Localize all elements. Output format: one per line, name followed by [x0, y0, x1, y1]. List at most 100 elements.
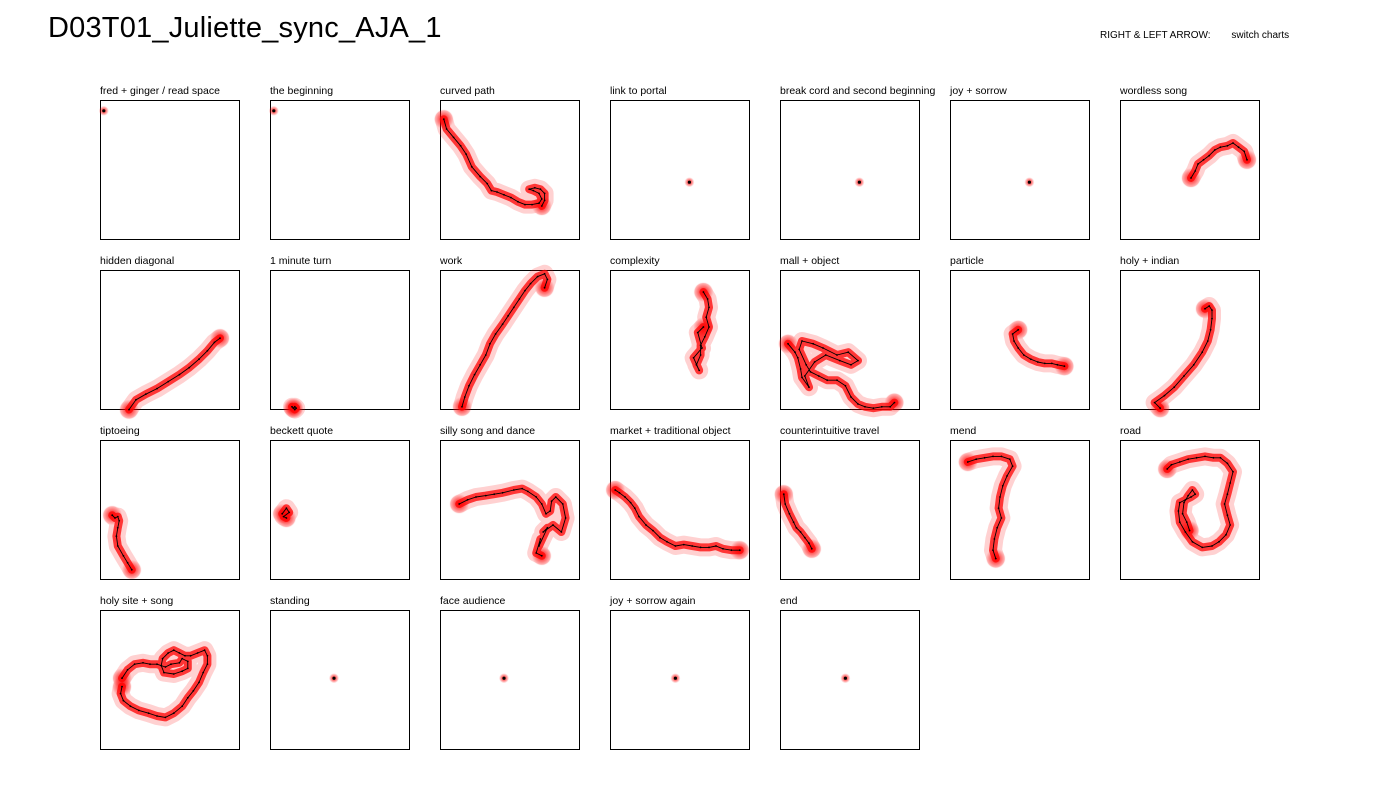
- trajectory-point: [1166, 468, 1169, 470]
- trajectory-point: [836, 379, 838, 382]
- trajectory-point: [824, 354, 827, 356]
- trajectory-point: [532, 189, 535, 192]
- trajectory-point: [992, 455, 994, 458]
- panel-title: joy + sorrow again: [610, 595, 696, 607]
- trajectory-point: [1043, 362, 1046, 365]
- trajectory-point: [543, 286, 546, 289]
- trajectory-point: [512, 306, 515, 309]
- trajectory-point: [715, 545, 717, 547]
- trajectory-point: [164, 716, 167, 719]
- trajectory-point: [1218, 540, 1220, 543]
- panel-title: joy + sorrow: [950, 85, 1007, 97]
- trajectory-point: [1013, 340, 1015, 342]
- trajectory-point: [1036, 361, 1039, 363]
- trajectory-point: [992, 549, 994, 552]
- trajectory-point: [196, 652, 199, 654]
- panel-title: mend: [950, 425, 977, 437]
- panel-frame: [1120, 270, 1260, 419]
- chart-panel: holy + indian: [1120, 254, 1280, 419]
- trajectory-point: [198, 358, 200, 361]
- trajectory-plot: [684, 177, 695, 188]
- chart-panel: market + traditional object: [605, 424, 770, 584]
- trajectory-point: [156, 715, 158, 717]
- trajectory-plot: [98, 105, 109, 116]
- trajectory-point: [1208, 305, 1211, 307]
- panel-title: counterintuitive travel: [780, 425, 880, 437]
- chart-panel: joy + sorrow again: [610, 594, 770, 754]
- trajectory-point: [219, 337, 221, 340]
- trajectory-plot: [111, 641, 217, 727]
- chart-panel: counterintuitive travel: [773, 424, 940, 584]
- chart-panel: 1 minute turn: [270, 254, 430, 419]
- trajectory-point: [1029, 358, 1032, 361]
- trajectory-point: [1209, 328, 1212, 331]
- panel-title: curved path: [440, 85, 495, 97]
- trajectory-point: [1208, 154, 1211, 157]
- trajectory-glow: [125, 334, 224, 414]
- trajectory-point: [994, 557, 997, 560]
- trajectory-point: [1212, 456, 1215, 459]
- trajectory-point: [111, 514, 114, 517]
- trajectory-point: [966, 461, 969, 463]
- trajectory-point: [838, 359, 841, 362]
- trajectory-point: [1237, 146, 1240, 149]
- trajectory-point: [493, 493, 496, 496]
- trajectory-point: [666, 540, 668, 543]
- trajectory-point: [528, 188, 531, 191]
- trajectory-point: [1211, 317, 1213, 320]
- trajectory-point: [172, 673, 175, 675]
- trajectory-point: [161, 657, 164, 660]
- trajectory-point: [1211, 545, 1213, 547]
- trajectory-point: [489, 342, 491, 345]
- trajectory-point: [510, 196, 512, 199]
- trajectory-point: [1050, 362, 1053, 365]
- trajectory-point: [494, 333, 497, 335]
- trajectory-point: [1190, 177, 1192, 179]
- panel-frame: [98, 100, 240, 240]
- trajectory-point: [507, 314, 510, 317]
- panel-frame: [440, 610, 580, 750]
- panel-frame: [773, 440, 920, 580]
- panel-title: holy + indian: [1120, 255, 1180, 267]
- trajectory-plot: [778, 332, 905, 418]
- trajectory-point: [285, 517, 288, 519]
- trajectory-point: [540, 205, 543, 207]
- panel-frame: [268, 100, 410, 240]
- panel-title: particle: [950, 255, 984, 267]
- trajectory-point: [624, 496, 626, 498]
- trajectory-point: [538, 192, 540, 195]
- chart-panel: road: [1120, 424, 1280, 584]
- trajectory-point: [1229, 524, 1232, 526]
- chart-panel: joy + sorrow: [950, 84, 1110, 244]
- trajectory-point: [1194, 170, 1197, 172]
- trajectory-point: [1226, 462, 1229, 465]
- chart-panel: complexity: [610, 254, 770, 414]
- trajectory-point: [674, 545, 677, 547]
- trajectory-point: [1229, 482, 1232, 484]
- trajectory-point: [206, 654, 209, 657]
- trajectory-point: [543, 272, 546, 275]
- trajectory-plot: [1157, 447, 1242, 557]
- panel-title: road: [1120, 425, 1142, 437]
- trajectory-point: [116, 515, 119, 518]
- trajectory-point: [1191, 540, 1194, 543]
- trajectory-point: [893, 401, 896, 404]
- trajectory-point: [702, 291, 705, 293]
- trajectory-point: [1011, 333, 1014, 335]
- panel-title: 1 minute turn: [270, 255, 332, 267]
- trajectory-point: [696, 331, 699, 334]
- panel-title: face audience: [440, 595, 506, 607]
- trajectory-point: [1185, 521, 1188, 524]
- trajectory-point: [1219, 456, 1222, 459]
- chart-panel: face audience: [440, 594, 600, 754]
- panel-title: hidden diagonal: [100, 255, 175, 267]
- panel-frame: [950, 270, 1090, 410]
- trajectory-plot: [329, 673, 339, 684]
- chart-panel: mend: [950, 424, 1110, 584]
- trajectory-point: [857, 403, 859, 405]
- trajectory-point: [808, 542, 810, 545]
- panel-frame: [950, 100, 1090, 240]
- trajectory-point: [1206, 340, 1209, 342]
- trajectory-point: [691, 545, 694, 547]
- panel-frame: [100, 440, 240, 580]
